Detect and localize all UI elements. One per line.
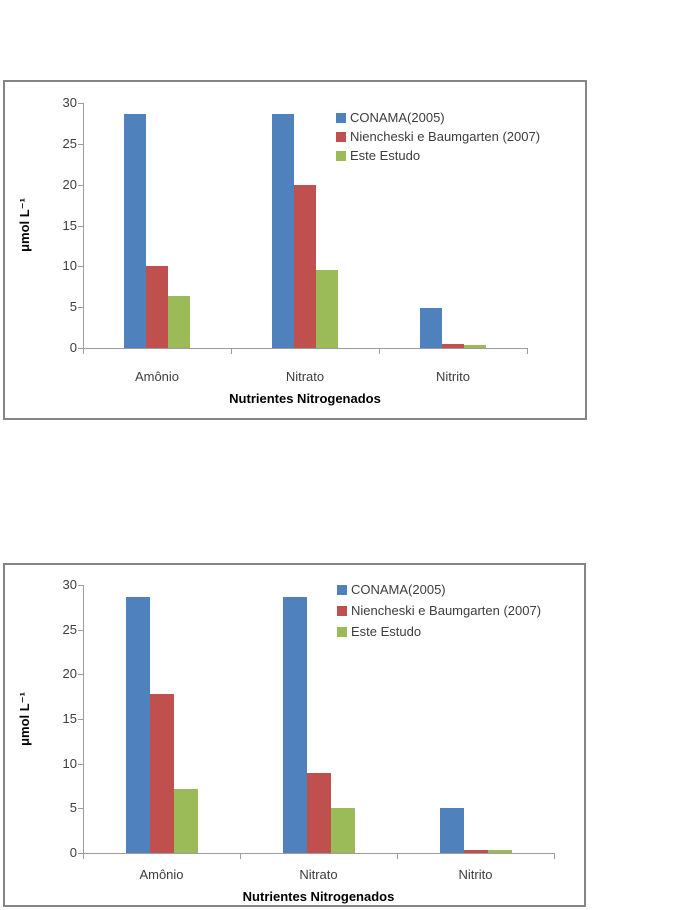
y-tick-label: 10 — [62, 756, 77, 771]
x-tick-mark — [379, 349, 380, 354]
y-tick-mark — [78, 185, 83, 186]
bar-series3-nitrato — [316, 270, 338, 348]
y-tick-mark — [78, 808, 83, 809]
x-axis-line — [83, 853, 555, 854]
legend-label: CONAMA(2005) — [351, 582, 446, 597]
x-axis-title: Nutrientes Nitrogenados — [242, 889, 395, 904]
x-tick-mark — [554, 854, 555, 859]
bar-series2-nitrato — [294, 185, 316, 348]
y-axis-line — [83, 103, 84, 349]
chart-bottom: 0 5 10 15 20 25 30 Amônio Nitrato Nitrito Nutrient… — [3, 563, 586, 907]
bar-series3-amônio — [168, 296, 190, 348]
y-tick-label: 10 — [62, 258, 77, 273]
legend-swatch-icon — [337, 605, 347, 616]
legend-label: Niencheski e Baumgarten (2007) — [350, 129, 541, 144]
legend-item: CONAMA(2005) — [336, 108, 540, 127]
bar-series1-amônio — [126, 597, 150, 853]
legend-label: Este Estudo — [351, 624, 422, 639]
bar-series3-nitrito — [488, 850, 512, 853]
legend-item: Niencheski e Baumgarten (2007) — [336, 127, 540, 146]
legend: CONAMA(2005) Niencheski e Baumgarten (200… — [336, 108, 540, 165]
x-category-label: Amônio — [134, 369, 180, 384]
bar-series1-nitrito — [420, 308, 442, 348]
y-tick-label: 0 — [69, 340, 77, 355]
y-tick-label: 5 — [69, 800, 77, 815]
x-tick-mark — [527, 349, 528, 354]
bar-series2-amônio — [150, 694, 174, 853]
x-category-label: Nitrito — [436, 369, 470, 384]
bar-series3-nitrato — [331, 808, 355, 853]
x-tick-mark — [83, 854, 84, 859]
y-tick-label: 20 — [62, 666, 77, 681]
y-tick-mark — [78, 853, 83, 854]
legend-item: Este Estudo — [337, 621, 541, 642]
x-axis-line — [83, 348, 528, 349]
y-tick-mark — [78, 348, 83, 349]
bar-series2-nitrito — [442, 344, 464, 348]
legend: CONAMA(2005) Niencheski e Baumgarten (200… — [337, 579, 541, 642]
y-tick-mark — [78, 144, 83, 145]
bar-series2-nitrito — [464, 850, 488, 853]
bar-series1-nitrito — [440, 808, 464, 853]
x-axis-title: Nutrientes Nitrogenados — [229, 391, 381, 406]
x-category-label: Nitrito — [458, 867, 493, 882]
legend-label: Este Estudo — [350, 148, 421, 163]
y-tick-label: 15 — [62, 711, 77, 726]
y-tick-mark — [78, 226, 83, 227]
bar-series3-amônio — [174, 789, 198, 853]
y-tick-label: 25 — [62, 136, 77, 151]
y-tick-mark — [78, 266, 83, 267]
bar-series3-nitrito — [464, 345, 486, 348]
bar-series2-nitrato — [307, 773, 331, 853]
x-tick-mark — [231, 349, 232, 354]
y-tick-mark — [78, 764, 83, 765]
x-category-label: Amônio — [139, 867, 184, 882]
y-tick-label: 0 — [69, 845, 77, 860]
x-category-label: Nitrato — [285, 369, 325, 384]
y-tick-mark — [78, 719, 83, 720]
y-tick-label: 30 — [62, 95, 77, 110]
y-tick-label: 5 — [69, 299, 77, 314]
legend-swatch-icon — [337, 626, 347, 637]
bar-series2-amônio — [146, 266, 168, 348]
legend-swatch-icon — [336, 131, 346, 142]
y-tick-mark — [78, 585, 83, 586]
y-axis-title: μmol L⁻¹ — [17, 198, 32, 252]
bar-series1-nitrato — [283, 597, 307, 853]
x-category-label: Nitrato — [299, 867, 338, 882]
y-tick-label: 30 — [62, 577, 77, 592]
bar-series1-amônio — [124, 114, 146, 348]
legend-item: CONAMA(2005) — [337, 579, 541, 600]
legend-swatch-icon — [336, 112, 346, 123]
x-tick-mark — [240, 854, 241, 859]
bar-series1-nitrato — [272, 114, 294, 348]
x-tick-mark — [397, 854, 398, 859]
y-tick-label: 15 — [62, 218, 77, 233]
y-tick-mark — [78, 674, 83, 675]
y-axis-title: μmol L⁻¹ — [17, 692, 32, 746]
y-tick-mark — [78, 630, 83, 631]
legend-item: Este Estudo — [336, 146, 540, 165]
y-tick-label: 25 — [62, 622, 77, 637]
chart-top: 0 5 10 15 20 25 30 Amônio Nitrato Nitrito Nutrient… — [3, 80, 587, 420]
legend-label: CONAMA(2005) — [350, 110, 445, 125]
x-tick-mark — [83, 349, 84, 354]
y-tick-mark — [78, 307, 83, 308]
y-axis-line — [83, 585, 84, 854]
legend-swatch-icon — [337, 584, 347, 595]
legend-swatch-icon — [336, 150, 346, 161]
y-tick-label: 20 — [62, 177, 77, 192]
y-tick-mark — [78, 103, 83, 104]
legend-item: Niencheski e Baumgarten (2007) — [337, 600, 541, 621]
legend-label: Niencheski e Baumgarten (2007) — [351, 603, 542, 618]
